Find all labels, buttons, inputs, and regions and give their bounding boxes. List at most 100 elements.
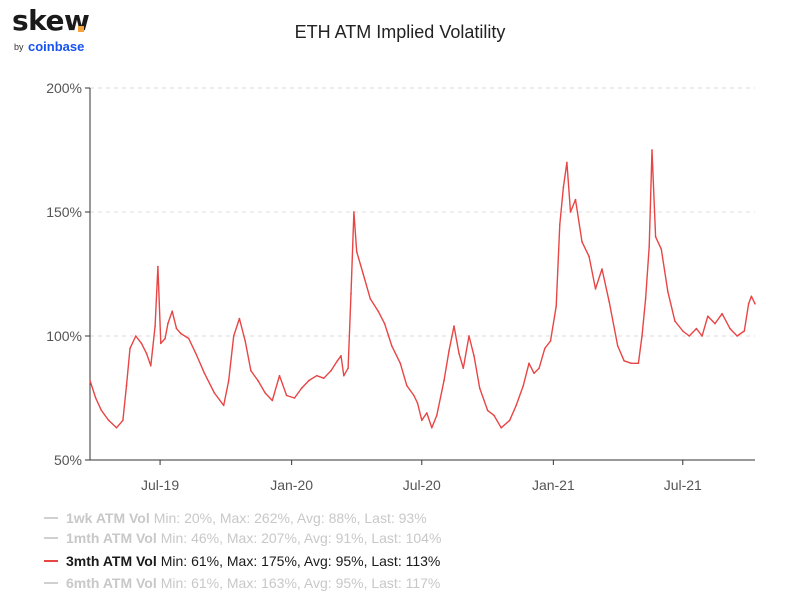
data-point: [616, 345, 619, 347]
legend-series-stats: Min: 20%, Max: 262%, Avg: 88%, Last: 93%: [153, 510, 427, 526]
data-point: [238, 317, 241, 320]
data-point: [453, 325, 455, 327]
data-point: [533, 372, 535, 375]
data-point: [300, 387, 303, 389]
logo-dot: [78, 26, 84, 32]
data-point: [164, 337, 166, 340]
data-point: [630, 362, 633, 365]
data-point: [129, 347, 131, 350]
data-point: [362, 273, 365, 275]
legend-series-stats: Min: 61%, Max: 163%, Avg: 95%, Last: 117…: [160, 575, 441, 591]
data-point: [555, 305, 557, 308]
data-point: [601, 268, 603, 270]
data-point: [369, 298, 372, 300]
data-point: [654, 236, 657, 238]
legend-line-swatch: [44, 582, 58, 584]
data-point: [431, 427, 433, 429]
x-tick-label: Jan-21: [532, 477, 575, 493]
data-point: [641, 335, 643, 337]
y-tick-label: 150%: [46, 204, 82, 220]
data-point: [383, 322, 386, 325]
data-point: [232, 335, 235, 337]
data-point: [707, 315, 709, 318]
legend-item[interactable]: 3mth ATM Vol Min: 61%, Max: 175%, Avg: 95…: [44, 551, 440, 571]
data-point: [701, 335, 703, 337]
logo-brand-text: coinbase: [28, 39, 85, 54]
chart-title: ETH ATM Implied Volatility: [294, 22, 506, 42]
legend-item[interactable]: 1wk ATM Vol Min: 20%, Max: 262%, Avg: 88%…: [44, 508, 427, 528]
data-point: [462, 367, 465, 370]
series-line-3mth: [89, 149, 756, 429]
data-point: [426, 412, 428, 414]
data-point: [406, 384, 408, 387]
legend-series-stats: Min: 61%, Max: 175%, Avg: 95%, Last: 113…: [160, 553, 441, 569]
data-point: [323, 377, 325, 380]
legend-line-swatch: [44, 537, 58, 539]
data-point: [271, 399, 274, 402]
legend-item[interactable]: 6mth ATM Vol Min: 61%, Max: 163%, Avg: 95…: [44, 573, 440, 593]
legend-series-name: 1mth ATM Vol: [66, 530, 157, 546]
data-point: [171, 310, 173, 313]
data-point: [157, 265, 159, 268]
data-point: [399, 362, 402, 365]
data-point: [637, 362, 640, 365]
x-tick-label: Jan-20: [270, 477, 313, 493]
data-point: [154, 325, 156, 327]
data-point: [729, 327, 731, 330]
legend-series-name: 1wk ATM Vol: [66, 510, 150, 526]
x-tick-label: Jul-21: [664, 477, 702, 493]
data-point: [443, 379, 445, 382]
data-point: [448, 350, 450, 352]
series-group: [89, 149, 756, 429]
data-point: [308, 379, 310, 382]
legend-line-swatch: [44, 517, 58, 519]
data-point: [125, 384, 128, 387]
logo-wordmark: skew: [12, 4, 90, 37]
legend-series-name: 6mth ATM Vol: [66, 575, 157, 591]
y-tick-label: 100%: [46, 328, 82, 344]
data-point: [285, 394, 288, 397]
data-point: [180, 332, 182, 335]
data-point: [413, 394, 415, 397]
data-point: [213, 392, 216, 394]
data-point: [566, 161, 568, 164]
data-point: [515, 404, 517, 407]
data-point: [522, 384, 525, 387]
data-point: [500, 427, 503, 429]
x-tick-label: Jul-20: [403, 477, 441, 493]
data-point: [293, 397, 296, 399]
data-point: [250, 369, 252, 372]
data-point: [458, 352, 460, 355]
data-point: [203, 372, 206, 375]
data-point: [145, 352, 148, 355]
data-point: [473, 355, 475, 357]
y-axis-ticks: 200% 150% 100% 50%: [46, 80, 90, 468]
data-point: [167, 322, 169, 325]
data-point: [264, 392, 267, 394]
data-point: [486, 409, 489, 412]
data-point: [538, 367, 540, 370]
data-point: [623, 360, 625, 362]
data-point: [644, 298, 647, 300]
data-point: [421, 419, 423, 422]
data-point: [559, 223, 561, 226]
data-point: [721, 312, 723, 315]
data-point: [468, 335, 470, 337]
data-point: [347, 367, 349, 370]
data-point: [315, 374, 318, 377]
axes: [89, 88, 755, 461]
data-point: [89, 379, 91, 382]
data-point: [674, 320, 676, 322]
data-point: [122, 419, 124, 422]
data-point: [688, 335, 690, 337]
data-point: [343, 374, 345, 377]
legend-item[interactable]: 1mth ATM Vol Min: 46%, Max: 207%, Avg: 91…: [44, 528, 441, 548]
data-point: [750, 295, 753, 298]
data-point: [528, 362, 530, 365]
data-point: [355, 250, 358, 253]
x-axis-ticks: Jul-19 Jan-20 Jul-20 Jan-21 Jul-21: [141, 460, 702, 493]
data-point: [175, 327, 178, 330]
data-point: [391, 345, 393, 347]
data-point: [608, 300, 610, 303]
data-point: [115, 427, 118, 429]
